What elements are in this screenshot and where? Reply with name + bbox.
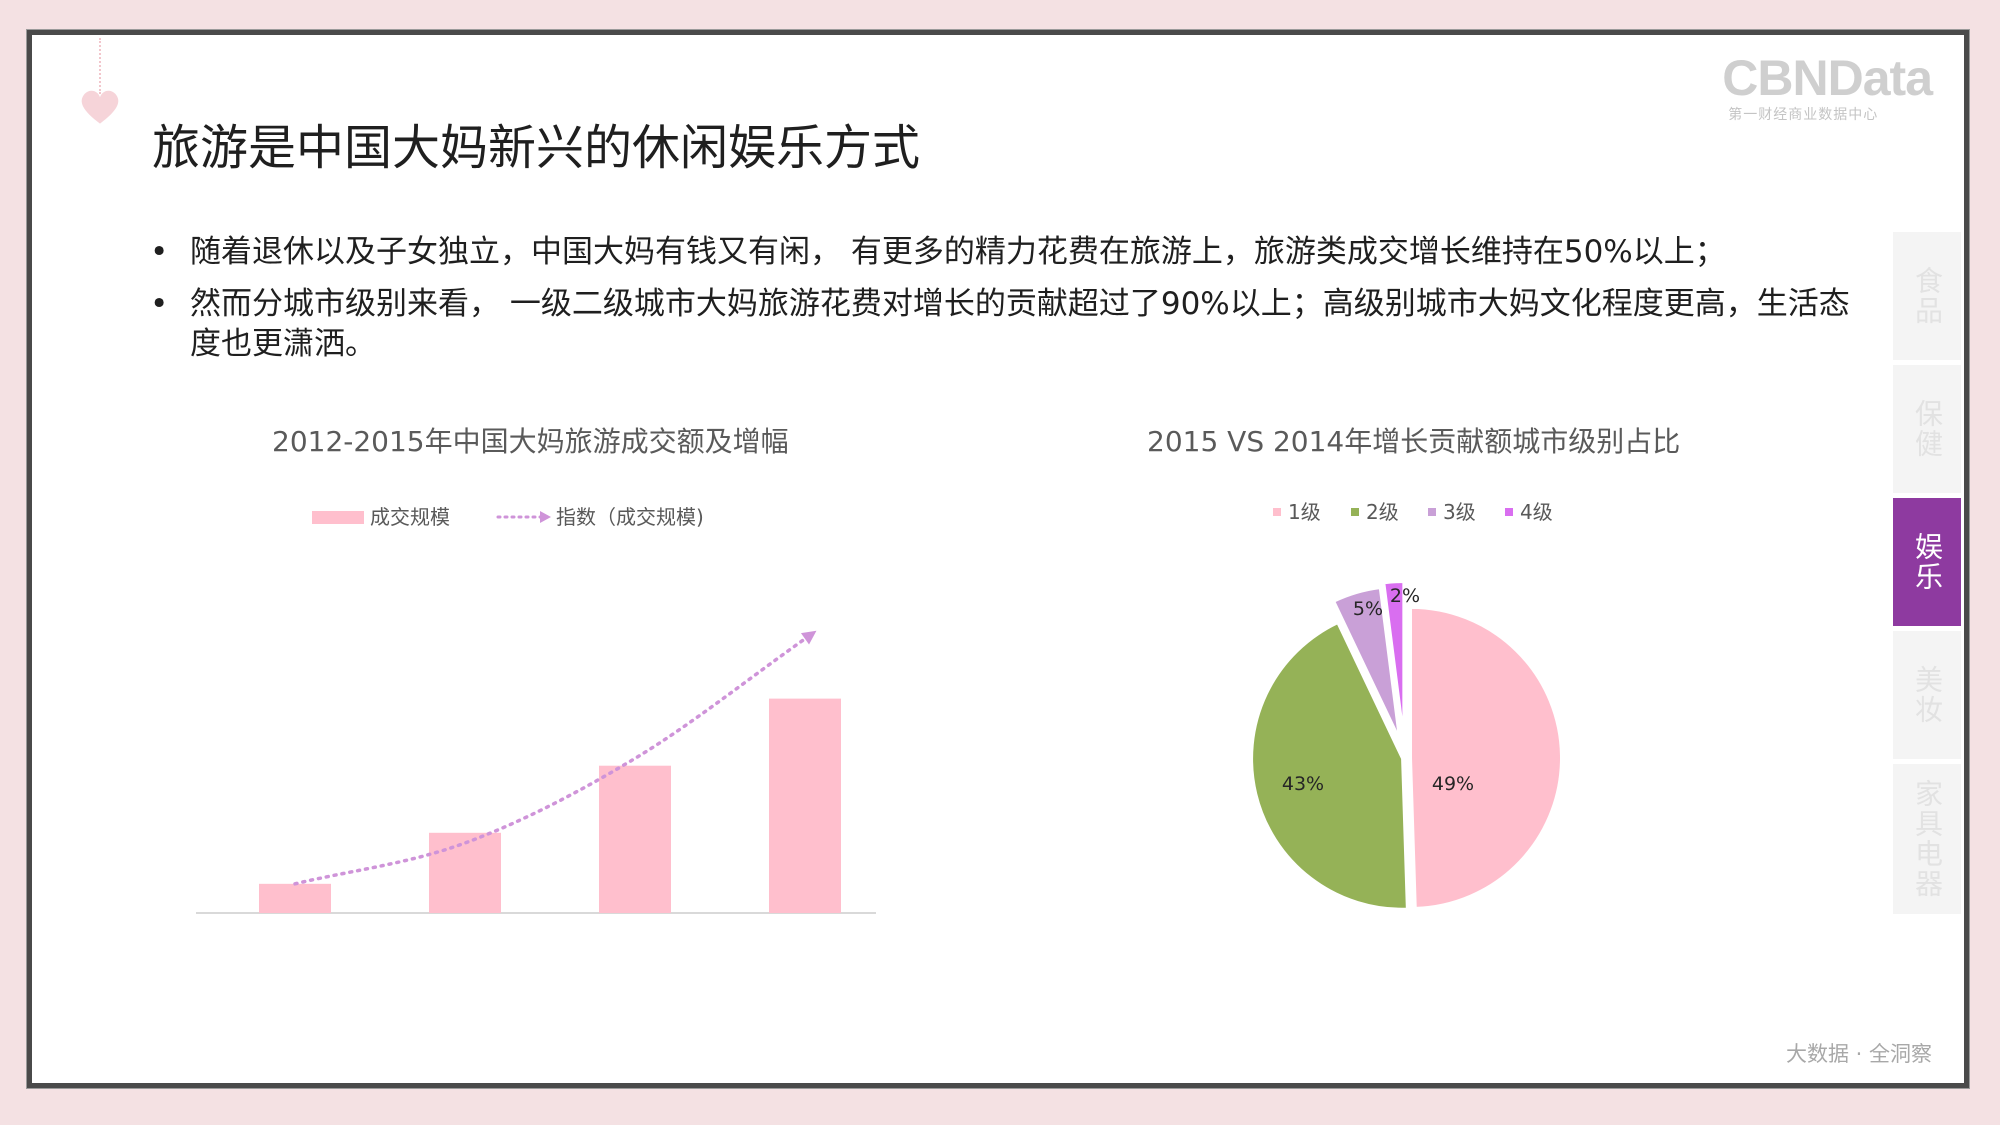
pie-slice-tier-1 [1409, 606, 1562, 909]
legend-label-bars: 成交规模 [370, 505, 450, 529]
pie-label-tier-4: 2% [1390, 585, 1420, 607]
trend-arrowhead [800, 630, 817, 645]
heart-icon [81, 90, 119, 124]
pie-slice-tier-3 [1332, 586, 1400, 738]
brand-logo: CBNData 第一财经商业数据中心 [1722, 50, 1933, 124]
side-tab-home-appliances[interactable]: 家具电器 [1893, 764, 1961, 914]
heart-string [99, 38, 101, 94]
bar-2013 [429, 832, 501, 913]
legend-label-tier-1: 1级 [1288, 500, 1321, 524]
pie-label-tier-3: 5% [1353, 598, 1383, 620]
bar-2014 [599, 765, 671, 913]
bar-chart: 成交规模 指数（成交规模) [196, 505, 876, 914]
footer-slogan: 大数据 · 全洞察 [1785, 1042, 1932, 1066]
side-tab-entertainment[interactable]: 娱乐 [1893, 498, 1961, 626]
side-tab-food[interactable]: 食品 [1893, 232, 1961, 360]
bullet-item: • 随着退休以及子女独立，中国大妈有钱又有闲， 有更多的精力花费在旅游上，旅游类成… [150, 232, 1870, 272]
legend-swatch-tier-4 [1505, 508, 1513, 516]
bar-2012 [259, 883, 331, 913]
legend-label-trend: 指数（成交规模) [556, 505, 704, 529]
pie-label-tier-1: 49% [1432, 773, 1474, 795]
bullet-text: 然而分城市级别来看， 一级二级城市大妈旅游花费对增长的贡献超过了90%以上；高级… [190, 286, 1850, 362]
bar-legend: 成交规模 指数（成交规模) [312, 505, 704, 529]
category-side-tabs: 食品 保健 娱乐 美妆 家具电器 [1893, 232, 1963, 919]
legend-swatch-tier-3 [1428, 508, 1436, 516]
bar-chart-title: 2012-2015年中国大妈旅游成交额及增幅 [272, 425, 789, 458]
pie-slice-tier-2 [1251, 621, 1408, 910]
brand-logo-subtitle: 第一财经商业数据中心 [1728, 107, 1879, 123]
page-title: 旅游是中国大妈新兴的休闲娱乐方式 [152, 120, 921, 176]
pie-chart-title: 2015 VS 2014年增长贡献额城市级别占比 [1147, 425, 1681, 458]
side-tab-beauty[interactable]: 美妆 [1893, 631, 1961, 759]
bullet-item: • 然而分城市级别来看， 一级二级城市大妈旅游花费对增长的贡献超过了90%以上；高… [150, 284, 1870, 364]
legend-arrow-trend [540, 511, 551, 523]
legend-swatch-bars [312, 511, 364, 524]
bullet-dot: • [150, 286, 169, 322]
pie-chart: 1级 2级 3级 4级 49% 43% 5% 2% [1251, 500, 1562, 910]
bar-2015 [769, 698, 841, 913]
pie-slice-tier-4 [1383, 581, 1405, 733]
bullet-text: 随着退休以及子女独立，中国大妈有钱又有闲， 有更多的精力花费在旅游上，旅游类成交… [190, 234, 1726, 270]
side-tab-health[interactable]: 保健 [1893, 365, 1961, 493]
pie-label-tier-2: 43% [1282, 773, 1324, 795]
slide-frame [27, 30, 1969, 1088]
bullet-list: • 随着退休以及子女独立，中国大妈有钱又有闲， 有更多的精力花费在旅游上，旅游类成… [150, 232, 1870, 376]
legend-label-tier-4: 4级 [1520, 500, 1553, 524]
pie-legend: 1级 2级 3级 4级 [1273, 500, 1553, 524]
legend-swatch-tier-2 [1351, 508, 1359, 516]
trend-line [293, 637, 807, 886]
legend-label-tier-3: 3级 [1443, 500, 1476, 524]
brand-logo-text: CBNData [1722, 50, 1933, 106]
bullet-dot: • [150, 234, 169, 270]
legend-label-tier-2: 2级 [1366, 500, 1399, 524]
legend-swatch-tier-1 [1273, 508, 1281, 516]
